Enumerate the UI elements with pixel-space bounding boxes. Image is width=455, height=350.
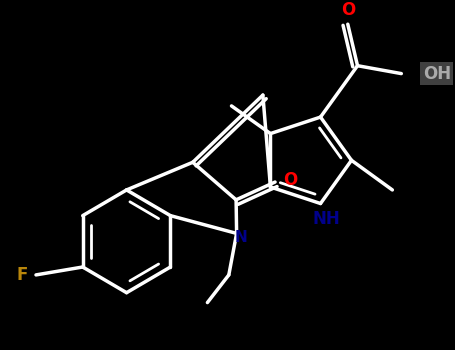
Text: O: O [283,171,298,189]
Text: N: N [234,230,247,245]
Text: F: F [17,266,28,284]
Text: NH: NH [313,210,340,228]
Text: OH: OH [423,65,451,83]
Text: O: O [341,1,355,19]
